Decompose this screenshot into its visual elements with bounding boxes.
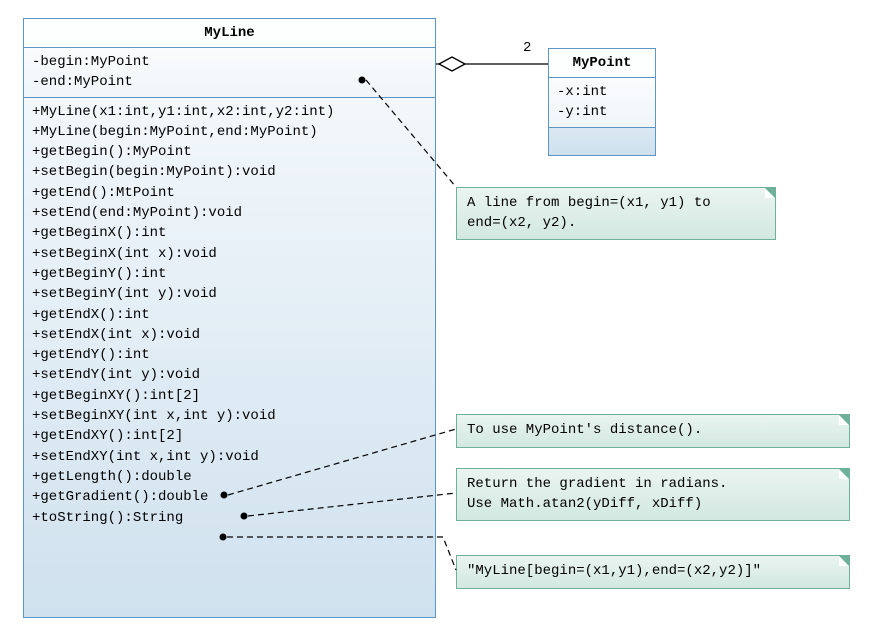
- method-row: +setBeginXY(int x,int y):void: [32, 406, 427, 426]
- method-row: +setEndX(int x):void: [32, 325, 427, 345]
- method-row: +getBeginXY():int[2]: [32, 386, 427, 406]
- note-line: To use MyPoint's distance().: [467, 421, 839, 441]
- class-myline: MyLine -begin:MyPoint-end:MyPoint +MyLin…: [23, 18, 436, 618]
- method-row: +getBeginY():int: [32, 264, 427, 284]
- class-myline-name: MyLine: [24, 19, 435, 48]
- note-constructor: A line from begin=(x1, y1) toend=(x2, y2…: [456, 187, 776, 240]
- attribute-row: -end:MyPoint: [32, 72, 427, 92]
- note-getlength: To use MyPoint's distance().: [456, 414, 850, 448]
- class-mypoint: MyPoint -x:int-y:int: [548, 48, 656, 156]
- multiplicity-label: 2: [523, 40, 531, 56]
- attribute-row: -y:int: [557, 102, 647, 122]
- method-row: +getGradient():double: [32, 487, 427, 507]
- method-row: +getLength():double: [32, 467, 427, 487]
- method-row: +getEndXY():int[2]: [32, 426, 427, 446]
- note-line: Return the gradient in radians.: [467, 475, 839, 495]
- method-row: +setBeginY(int y):void: [32, 284, 427, 304]
- note-line: Use Math.atan2(yDiff, xDiff): [467, 495, 839, 515]
- class-mypoint-attributes: -x:int-y:int: [549, 78, 655, 128]
- method-row: +setEndY(int y):void: [32, 365, 427, 385]
- method-row: +setBegin(begin:MyPoint):void: [32, 162, 427, 182]
- method-row: +setEndXY(int x,int y):void: [32, 447, 427, 467]
- method-row: +getBegin():MyPoint: [32, 142, 427, 162]
- method-row: +MyLine(begin:MyPoint,end:MyPoint): [32, 122, 427, 142]
- note-line: end=(x2, y2).: [467, 214, 765, 234]
- method-row: +setEnd(end:MyPoint):void: [32, 203, 427, 223]
- attribute-row: -x:int: [557, 82, 647, 102]
- class-mypoint-name: MyPoint: [549, 49, 655, 78]
- method-row: +getEndY():int: [32, 345, 427, 365]
- method-row: +toString():String: [32, 508, 427, 528]
- class-myline-methods: +MyLine(x1:int,y1:int,x2:int,y2:int)+MyL…: [24, 98, 435, 532]
- note-getgradient: Return the gradient in radians.Use Math.…: [456, 468, 850, 521]
- method-row: +getBeginX():int: [32, 223, 427, 243]
- class-mypoint-methods: [549, 128, 655, 146]
- method-row: +getEnd():MtPoint: [32, 183, 427, 203]
- method-row: +setBeginX(int x):void: [32, 244, 427, 264]
- note-line: "MyLine[begin=(x1,y1),end=(x2,y2)]": [467, 562, 839, 582]
- method-row: +MyLine(x1:int,y1:int,x2:int,y2:int): [32, 102, 427, 122]
- note-line: A line from begin=(x1, y1) to: [467, 194, 765, 214]
- note-tostring: "MyLine[begin=(x1,y1),end=(x2,y2)]": [456, 555, 850, 589]
- method-row: +getEndX():int: [32, 305, 427, 325]
- class-myline-attributes: -begin:MyPoint-end:MyPoint: [24, 48, 435, 98]
- attribute-row: -begin:MyPoint: [32, 52, 427, 72]
